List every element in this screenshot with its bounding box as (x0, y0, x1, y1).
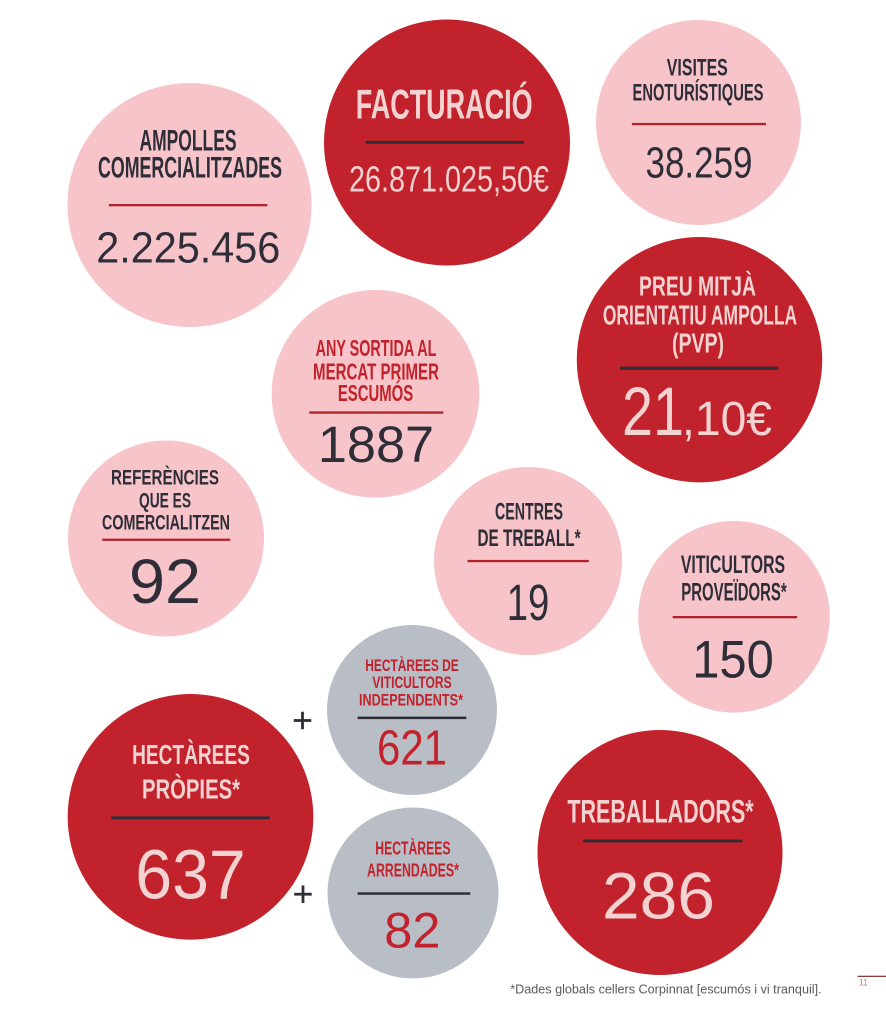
svg-text:1887: 1887 (318, 416, 434, 473)
svg-text:DE TREBALL*: DE TREBALL* (477, 525, 580, 552)
svg-text:CENTRES: CENTRES (495, 498, 563, 525)
svg-text:FACTURACIÓ: FACTURACIÓ (356, 79, 533, 127)
svg-text:11: 11 (859, 978, 868, 989)
svg-text:PREU MITJÀ: PREU MITJÀ (639, 271, 756, 302)
svg-text:38.259: 38.259 (646, 140, 753, 188)
svg-text:HECTÀREES: HECTÀREES (375, 838, 450, 859)
svg-text:ARRENDADES*: ARRENDADES* (367, 860, 460, 880)
svg-text:HECTÀREES DE: HECTÀREES DE (365, 656, 459, 675)
svg-text:COMERCIALITZADES: COMERCIALITZADES (98, 152, 282, 185)
svg-text:MERCAT PRIMER: MERCAT PRIMER (313, 359, 439, 385)
svg-text:2.225.456: 2.225.456 (96, 224, 280, 272)
svg-text:21: 21 (622, 373, 684, 450)
svg-text:ANY SORTIDA AL: ANY SORTIDA AL (316, 335, 437, 361)
svg-text:ESCUMÓS: ESCUMÓS (338, 379, 413, 406)
svg-text:HECTÀREES: HECTÀREES (132, 739, 250, 770)
svg-text:REFERÈNCIES: REFERÈNCIES (111, 466, 219, 489)
svg-text:26.871.025,50€: 26.871.025,50€ (349, 158, 549, 199)
svg-text:ENOTURÍSTIQUES: ENOTURÍSTIQUES (633, 79, 764, 107)
svg-text:286: 286 (602, 859, 715, 932)
svg-text:150: 150 (692, 631, 774, 690)
svg-text:VITICULTORS: VITICULTORS (372, 674, 451, 692)
svg-text:,10€: ,10€ (682, 393, 772, 446)
svg-text:QUE ES: QUE ES (139, 490, 191, 513)
svg-text:19: 19 (507, 574, 550, 631)
svg-text:621: 621 (377, 721, 447, 775)
svg-text:TREBALLADORS*: TREBALLADORS* (567, 793, 753, 830)
svg-text:AMPOLLES: AMPOLLES (140, 125, 237, 158)
svg-text:INDEPENDENTS*: INDEPENDENTS* (359, 692, 464, 710)
svg-text:COMERCIALITZEN: COMERCIALITZEN (102, 512, 230, 535)
svg-text:92: 92 (129, 547, 201, 617)
svg-text:ORIENTATIU AMPOLLA: ORIENTATIU AMPOLLA (603, 299, 797, 330)
svg-text:VITICULTORS: VITICULTORS (681, 551, 785, 579)
svg-text:PROVEÏDORS*: PROVEÏDORS* (681, 578, 787, 606)
svg-text:VISITES: VISITES (667, 54, 728, 81)
svg-text:82: 82 (384, 902, 440, 958)
svg-text:637: 637 (135, 835, 245, 913)
svg-text:*Dades globals cellers Corpinn: *Dades globals cellers Corpinnat [escumó… (510, 982, 821, 997)
svg-text:(PVP): (PVP) (672, 327, 724, 358)
svg-text:PRÒPIES*: PRÒPIES* (142, 774, 240, 805)
